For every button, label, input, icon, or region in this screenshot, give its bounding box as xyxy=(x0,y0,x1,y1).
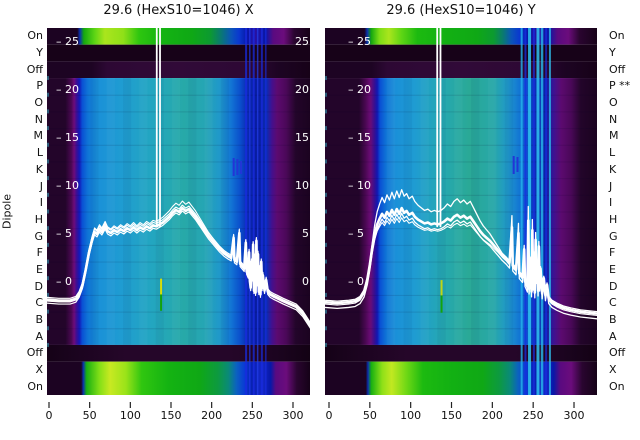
panel-y-title: 29.6 (HexS10=1046) Y xyxy=(386,3,536,18)
row-label-right-8: K xyxy=(609,162,617,176)
value-tick-label-Y-0: – 0 xyxy=(348,274,364,288)
value-tick-label-X-0: – 0 xyxy=(56,274,72,288)
row-label-left-13: F xyxy=(36,246,43,260)
value-tick-label-right-20: 20 xyxy=(295,82,309,96)
row-label-right-18: A xyxy=(609,329,617,343)
value-tick-label-Y-25: – 25 xyxy=(348,34,371,48)
x-tick-label-X-250: 250 xyxy=(241,409,263,422)
row-label-left-7: L xyxy=(36,146,43,160)
row-label-right-14: E xyxy=(609,262,616,276)
row-label-left-8: K xyxy=(35,162,43,176)
row-label-left-10: I xyxy=(39,196,43,210)
row-label-right-19: Off xyxy=(609,346,626,360)
row-label-right-7: L xyxy=(609,146,616,160)
row-label-right-10: I xyxy=(609,196,613,210)
row-label-left-6: M xyxy=(33,129,44,143)
row-label-right-15: D xyxy=(609,279,618,293)
row-label-left-1: Y xyxy=(36,46,43,59)
x-tick-label-Y-250: 250 xyxy=(522,409,544,422)
row-label-left-17: B xyxy=(35,312,43,326)
row-label-left-11: H xyxy=(34,212,43,226)
x-tick-label-X-300: 300 xyxy=(282,409,304,422)
value-tick-label-right-0: 0 xyxy=(302,274,309,288)
x-tick-label-Y-0: 0 xyxy=(325,409,333,422)
row-label-right-13: F xyxy=(609,246,616,260)
value-tick-label-right-25: 25 xyxy=(295,34,309,48)
value-tick-label-X-15: – 15 xyxy=(56,130,79,144)
value-tick-label-Y-20: – 20 xyxy=(348,82,371,96)
row-label-left-12: G xyxy=(34,229,43,243)
value-tick-label-X-10: – 10 xyxy=(56,178,79,192)
row-label-left-15: D xyxy=(34,279,43,293)
row-label-right-17: B xyxy=(609,312,617,326)
row-label-left-0: On xyxy=(27,29,43,43)
row-label-right-0: On xyxy=(609,29,625,43)
row-label-right-16: C xyxy=(609,296,617,310)
row-label-left-19: Off xyxy=(26,346,43,360)
row-label-right-20: X xyxy=(609,363,617,376)
value-tick-label-Y-10: – 10 xyxy=(348,178,371,192)
row-label-left-9: J xyxy=(39,179,43,193)
x-tick-label-X-200: 200 xyxy=(201,409,223,422)
value-tick-label-right-5: 5 xyxy=(302,226,309,240)
x-tick-label-X-50: 50 xyxy=(82,409,97,422)
panel-x-title: 29.6 (HexS10=1046) X xyxy=(103,3,254,18)
row-label-left-14: E xyxy=(36,262,43,276)
row-label-left-2: Off xyxy=(26,62,43,76)
row-label-left-4: O xyxy=(34,96,43,110)
value-tick-label-X-25: – 25 xyxy=(56,34,79,48)
row-label-left-3: P xyxy=(36,79,43,93)
row-label-left-20: X xyxy=(35,363,43,376)
row-label-right-21: On xyxy=(609,379,625,393)
row-label-right-1: Y xyxy=(609,46,616,59)
row-label-left-16: C xyxy=(35,296,43,310)
row-label-right-3: P ** xyxy=(609,79,631,93)
row-label-right-2: Off xyxy=(609,62,626,76)
value-tick-label-Y-15: – 15 xyxy=(348,130,371,144)
x-tick-label-Y-100: 100 xyxy=(400,409,422,422)
row-label-right-11: H xyxy=(609,212,618,226)
x-tick-label-X-0: 0 xyxy=(45,409,53,422)
x-tick-label-Y-300: 300 xyxy=(563,409,585,422)
row-label-right-12: G xyxy=(609,229,618,243)
row-label-left-18: A xyxy=(35,329,43,343)
row-label-left-5: N xyxy=(34,112,43,126)
value-tick-label-X-20: – 20 xyxy=(56,82,79,96)
row-label-right-6: M xyxy=(609,129,619,143)
value-tick-label-Y-5: – 5 xyxy=(348,226,364,240)
x-tick-label-X-100: 100 xyxy=(119,409,141,422)
x-tick-label-X-150: 150 xyxy=(160,409,182,422)
value-tick-label-X-5: – 5 xyxy=(56,226,72,240)
row-label-right-9: J xyxy=(609,179,613,193)
x-tick-label-Y-200: 200 xyxy=(481,409,503,422)
row-label-right-5: N xyxy=(609,112,618,126)
value-tick-label-right-10: 10 xyxy=(295,178,309,192)
x-tick-label-Y-150: 150 xyxy=(441,409,462,422)
row-label-left-21: On xyxy=(27,379,43,393)
value-tick-label-right-15: 15 xyxy=(295,130,309,144)
x-tick-label-Y-50: 50 xyxy=(362,409,377,422)
row-label-right-4: O xyxy=(609,96,618,110)
